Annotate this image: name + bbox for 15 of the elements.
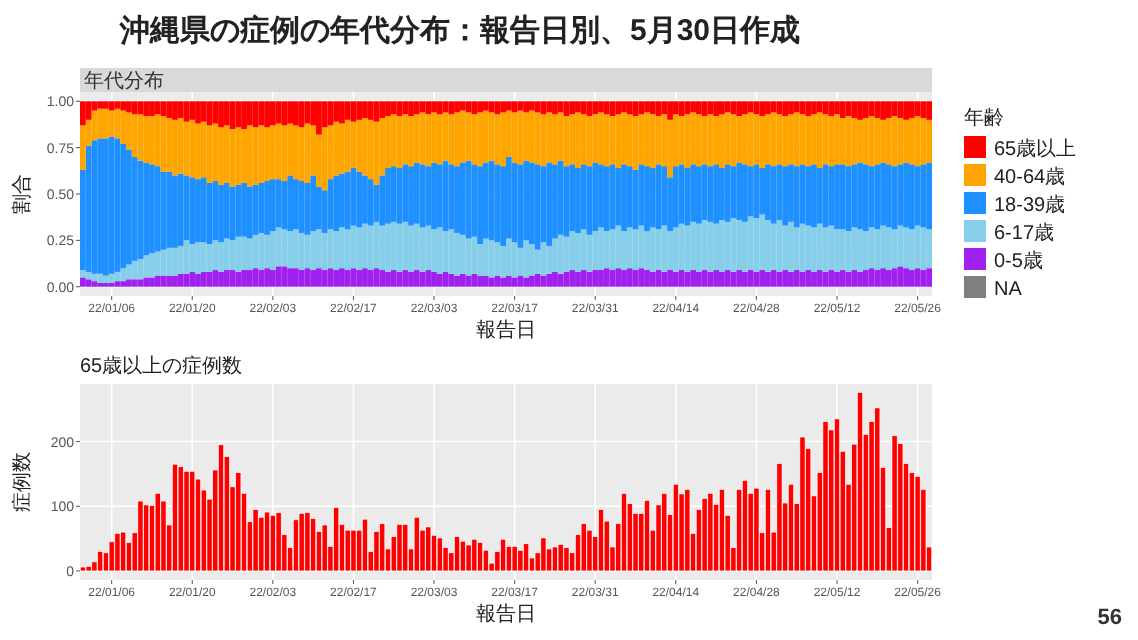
- legend-label: 6-17歳: [994, 221, 1055, 245]
- y-axis-title: 割合: [10, 174, 34, 214]
- y-axis-title: 症例数: [10, 452, 34, 512]
- chart-title: 沖縄県の症例の年代分布：報告日別、5月30日作成: [118, 14, 801, 48]
- legend-label: NA: [994, 279, 1023, 301]
- chart-title: 65歳以上の症例数: [80, 354, 243, 378]
- chart-subtitle: 年代分布: [84, 69, 164, 93]
- legend-label: 40-64歳: [994, 165, 1066, 189]
- legend-label: 18-39歳: [994, 193, 1066, 217]
- text: 56: [1097, 606, 1122, 630]
- legend-label: 65歳以上: [994, 137, 1077, 161]
- legend-label: 0-5歳: [994, 249, 1043, 273]
- legend-title: 年齢: [964, 106, 1004, 130]
- x-axis-title: 報告日: [476, 602, 536, 626]
- x-axis-title: 報告日: [476, 318, 536, 342]
